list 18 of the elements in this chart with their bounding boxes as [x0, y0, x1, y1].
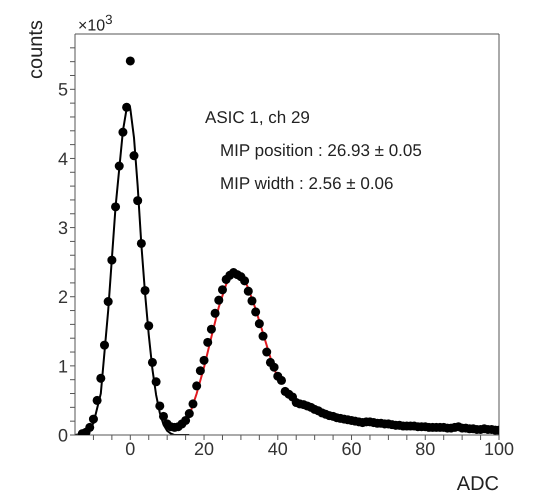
x-axis-title: ADC [456, 473, 499, 495]
annotation: MIP position : 26.93 ± 0.05 [220, 141, 422, 161]
annotation: ×10$^{3}$ [78, 12, 113, 36]
y-axis-title: counts [25, 20, 48, 79]
annotation: ASIC 1, ch 29 [205, 108, 310, 128]
x-tick-label: 100 [484, 438, 514, 459]
x-tick-label: 0 [125, 438, 136, 459]
y-tick-label: 5 [58, 80, 68, 100]
x-tick-label: 80 [415, 438, 436, 459]
x-tick-label: 60 [342, 438, 362, 459]
annotation: MIP width : 2.56 ± 0.06 [220, 174, 394, 194]
x-tick-label: 40 [268, 438, 288, 459]
y-tick-label: 4 [58, 148, 68, 169]
y-tick-label: 1 [58, 356, 68, 376]
x-tick-label: 20 [194, 438, 214, 459]
y-tick-label: 0 [58, 425, 68, 446]
y-tick-label: 2 [58, 287, 68, 308]
y-tick-label: 3 [58, 218, 68, 238]
